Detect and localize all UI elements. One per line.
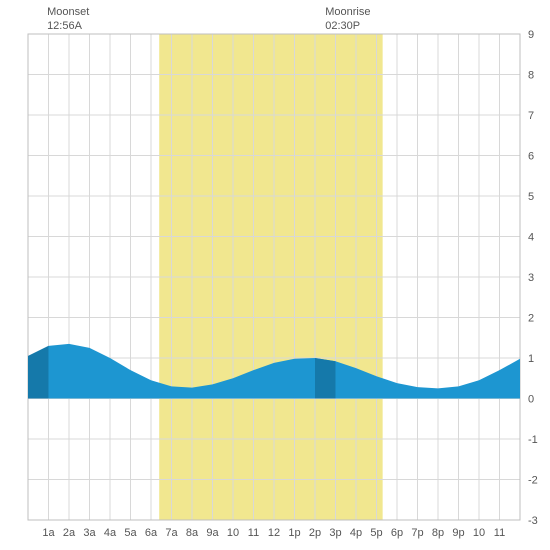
svg-text:6: 6 — [528, 151, 534, 163]
moonrise-label-time: 02:30P — [325, 20, 370, 34]
svg-text:1p: 1p — [288, 527, 300, 539]
svg-text:2a: 2a — [63, 527, 76, 539]
svg-text:7a: 7a — [165, 527, 178, 539]
svg-text:4: 4 — [528, 232, 534, 244]
svg-text:-2: -2 — [528, 475, 538, 487]
svg-text:2p: 2p — [309, 527, 321, 539]
moonrise-label: Moonrise 02:30P — [325, 6, 370, 34]
svg-text:7: 7 — [528, 110, 534, 122]
svg-text:6a: 6a — [145, 527, 158, 539]
svg-text:8: 8 — [528, 70, 534, 82]
moonrise-label-title: Moonrise — [325, 6, 370, 20]
tide-chart: Moonset 12:56A Moonrise 02:30P -3-2-1012… — [0, 0, 550, 550]
svg-text:3a: 3a — [83, 527, 96, 539]
svg-text:4p: 4p — [350, 527, 362, 539]
svg-text:10: 10 — [473, 527, 485, 539]
chart-svg: -3-2-101234567891a2a3a4a5a6a7a8a9a101112… — [0, 0, 550, 550]
moonset-label-title: Moonset — [47, 6, 89, 20]
svg-text:-1: -1 — [528, 434, 538, 446]
svg-text:5a: 5a — [124, 527, 137, 539]
svg-text:6p: 6p — [391, 527, 403, 539]
svg-text:3: 3 — [528, 272, 534, 284]
svg-text:0: 0 — [528, 394, 534, 406]
moonset-label-time: 12:56A — [47, 20, 89, 34]
svg-text:5: 5 — [528, 191, 534, 203]
svg-text:8p: 8p — [432, 527, 444, 539]
svg-text:9a: 9a — [206, 527, 219, 539]
svg-text:3p: 3p — [329, 527, 341, 539]
moonset-label: Moonset 12:56A — [47, 6, 89, 34]
svg-text:9p: 9p — [452, 527, 464, 539]
svg-text:9: 9 — [528, 29, 534, 41]
svg-text:11: 11 — [248, 527, 259, 539]
svg-text:4a: 4a — [104, 527, 117, 539]
svg-text:7p: 7p — [411, 527, 423, 539]
svg-text:8a: 8a — [186, 527, 199, 539]
svg-text:2: 2 — [528, 313, 534, 325]
svg-text:-3: -3 — [528, 515, 538, 527]
svg-text:1a: 1a — [42, 527, 55, 539]
svg-text:5p: 5p — [370, 527, 382, 539]
svg-text:11: 11 — [494, 527, 505, 539]
svg-text:12: 12 — [268, 527, 280, 539]
svg-text:10: 10 — [227, 527, 239, 539]
svg-text:1: 1 — [528, 353, 534, 365]
